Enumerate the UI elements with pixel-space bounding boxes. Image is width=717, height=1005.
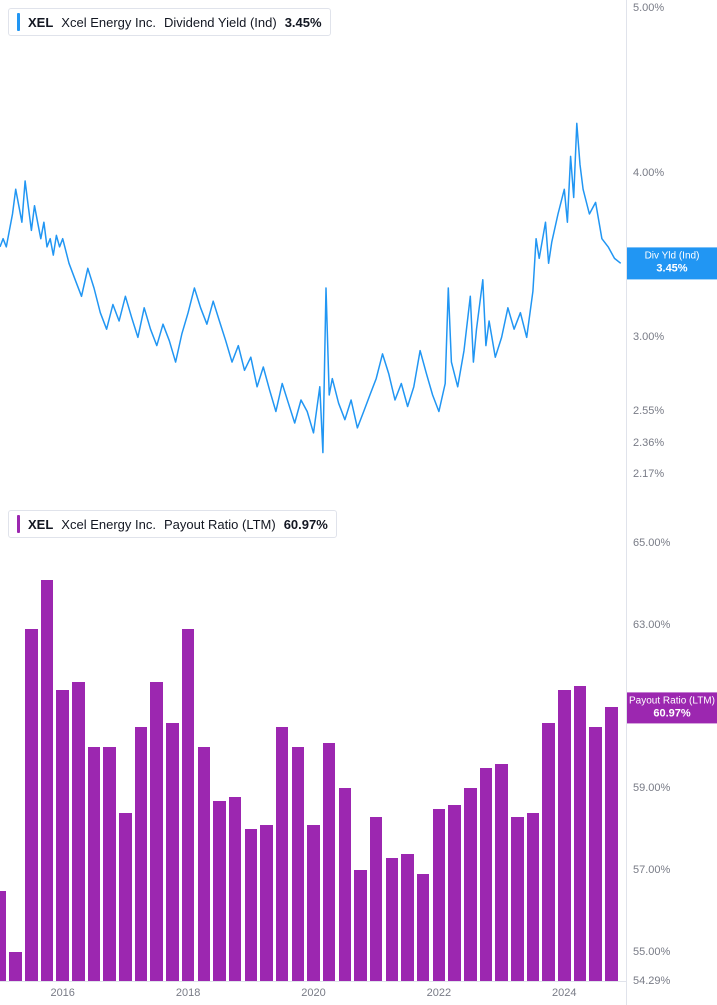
payout-ratio-bar [245,829,258,981]
payout-ratio-bar [464,788,477,981]
bottom-y-axis: 65.00%63.00%61.00%59.00%57.00%55.00%54.2… [627,502,717,1005]
payout-ratio-bar [260,825,273,981]
payout-ratio-bar [323,743,336,981]
payout-ratio-bar [0,891,6,981]
payout-ratio-bar [135,727,148,981]
bottom-metric-name: Payout Ratio (LTM) [164,517,276,532]
payout-ratio-bar [354,870,367,981]
payout-ratio-bar [198,747,211,981]
payout-ratio-bar [417,874,430,981]
payout-ratio-bar [9,952,22,981]
y-tick-label: 65.00% [633,537,670,549]
y-tick-label: 63.00% [633,619,670,631]
bottom-company-name: Xcel Energy Inc. [61,517,156,532]
top-metric-name: Dividend Yield (Ind) [164,15,277,30]
top-metric-value: 3.45% [285,15,322,30]
x-tick-label: 2024 [552,987,576,999]
payout-ratio-bar [480,768,493,981]
y-tick-label: 4.00% [633,167,664,179]
y-tick-label: 2.55% [633,405,664,417]
top-legend-color-bar [17,13,20,31]
x-tick-label: 2020 [301,987,325,999]
payout-ratio-bar [542,723,555,981]
x-tick-label: 2018 [176,987,200,999]
payout-ratio-bar [574,686,587,981]
payout-ratio-bar [88,747,101,981]
payout-ratio-bar [119,813,132,981]
payout-ratio-bar [307,825,320,981]
payout-ratio-bar [166,723,179,981]
payout-ratio-bar [339,788,352,981]
x-tick-label: 2016 [50,987,74,999]
bottom-legend-color-bar [17,515,20,533]
payout-ratio-bar [292,747,305,981]
payout-ratio-bar [448,805,461,981]
payout-ratio-chart: 20162018202020222024 65.00%63.00%61.00%5… [0,502,717,1005]
payout-ratio-bar [605,707,618,981]
y-tick-label: 57.00% [633,864,670,876]
y-tick-label: 59.00% [633,782,670,794]
y-tick-label: 5.00% [633,2,664,14]
bottom-plot-area[interactable]: 2016 2018 2020 2022 2024 [0,502,627,1005]
payout-ratio-bar [213,801,226,981]
y-tick-label: 55.00% [633,946,670,958]
bottom-legend[interactable]: XEL Xcel Energy Inc. Payout Ratio (LTM) … [8,510,337,538]
payout-ratio-bar [370,817,383,981]
payout-ratio-bar [433,809,446,981]
payout-ratio-bar [511,817,524,981]
x-axis: 2016 2018 2020 2022 2024 [0,981,627,1005]
payout-ratio-bar [103,747,116,981]
payout-ratio-bar [72,682,85,981]
payout-ratio-bar [386,858,399,981]
payout-ratio-bar [558,690,571,981]
y-tick-label: 3.00% [633,331,664,343]
payout-ratio-bar [527,813,540,981]
payout-ratio-bar [276,727,289,981]
top-company-name: Xcel Energy Inc. [61,15,156,30]
bottom-metric-value: 60.97% [284,517,328,532]
payout-ratio-bars [0,502,627,981]
payout-ratio-bar [150,682,163,981]
payout-ratio-bar [589,727,602,981]
dividend-yield-line [0,0,627,502]
y-tick-label: 2.17% [633,468,664,480]
y-tick-label: 2.36% [633,437,664,449]
payout-ratio-axis-badge: Payout Ratio (LTM)60.97% [627,692,717,723]
top-legend[interactable]: XEL Xcel Energy Inc. Dividend Yield (Ind… [8,8,331,36]
bottom-ticker: XEL [28,517,53,532]
div-yield-axis-badge: Div Yld (Ind)3.45% [627,248,717,279]
payout-ratio-bar [25,629,38,981]
payout-ratio-bar [56,690,69,981]
top-plot-area[interactable] [0,0,627,502]
payout-ratio-bar [401,854,414,981]
x-tick-label: 2022 [427,987,451,999]
payout-ratio-bar [182,629,195,981]
top-ticker: XEL [28,15,53,30]
payout-ratio-bar [229,797,242,981]
y-tick-label: 54.29% [633,975,670,987]
dividend-yield-chart: 5.00% 4.00% 3.00% 2.55% 2.36% 2.17% Div Yld (I… [0,0,717,502]
payout-ratio-bar [41,580,54,981]
payout-ratio-bar [495,764,508,981]
top-y-axis: 5.00% 4.00% 3.00% 2.55% 2.36% 2.17% Div Yld (I… [627,0,717,502]
